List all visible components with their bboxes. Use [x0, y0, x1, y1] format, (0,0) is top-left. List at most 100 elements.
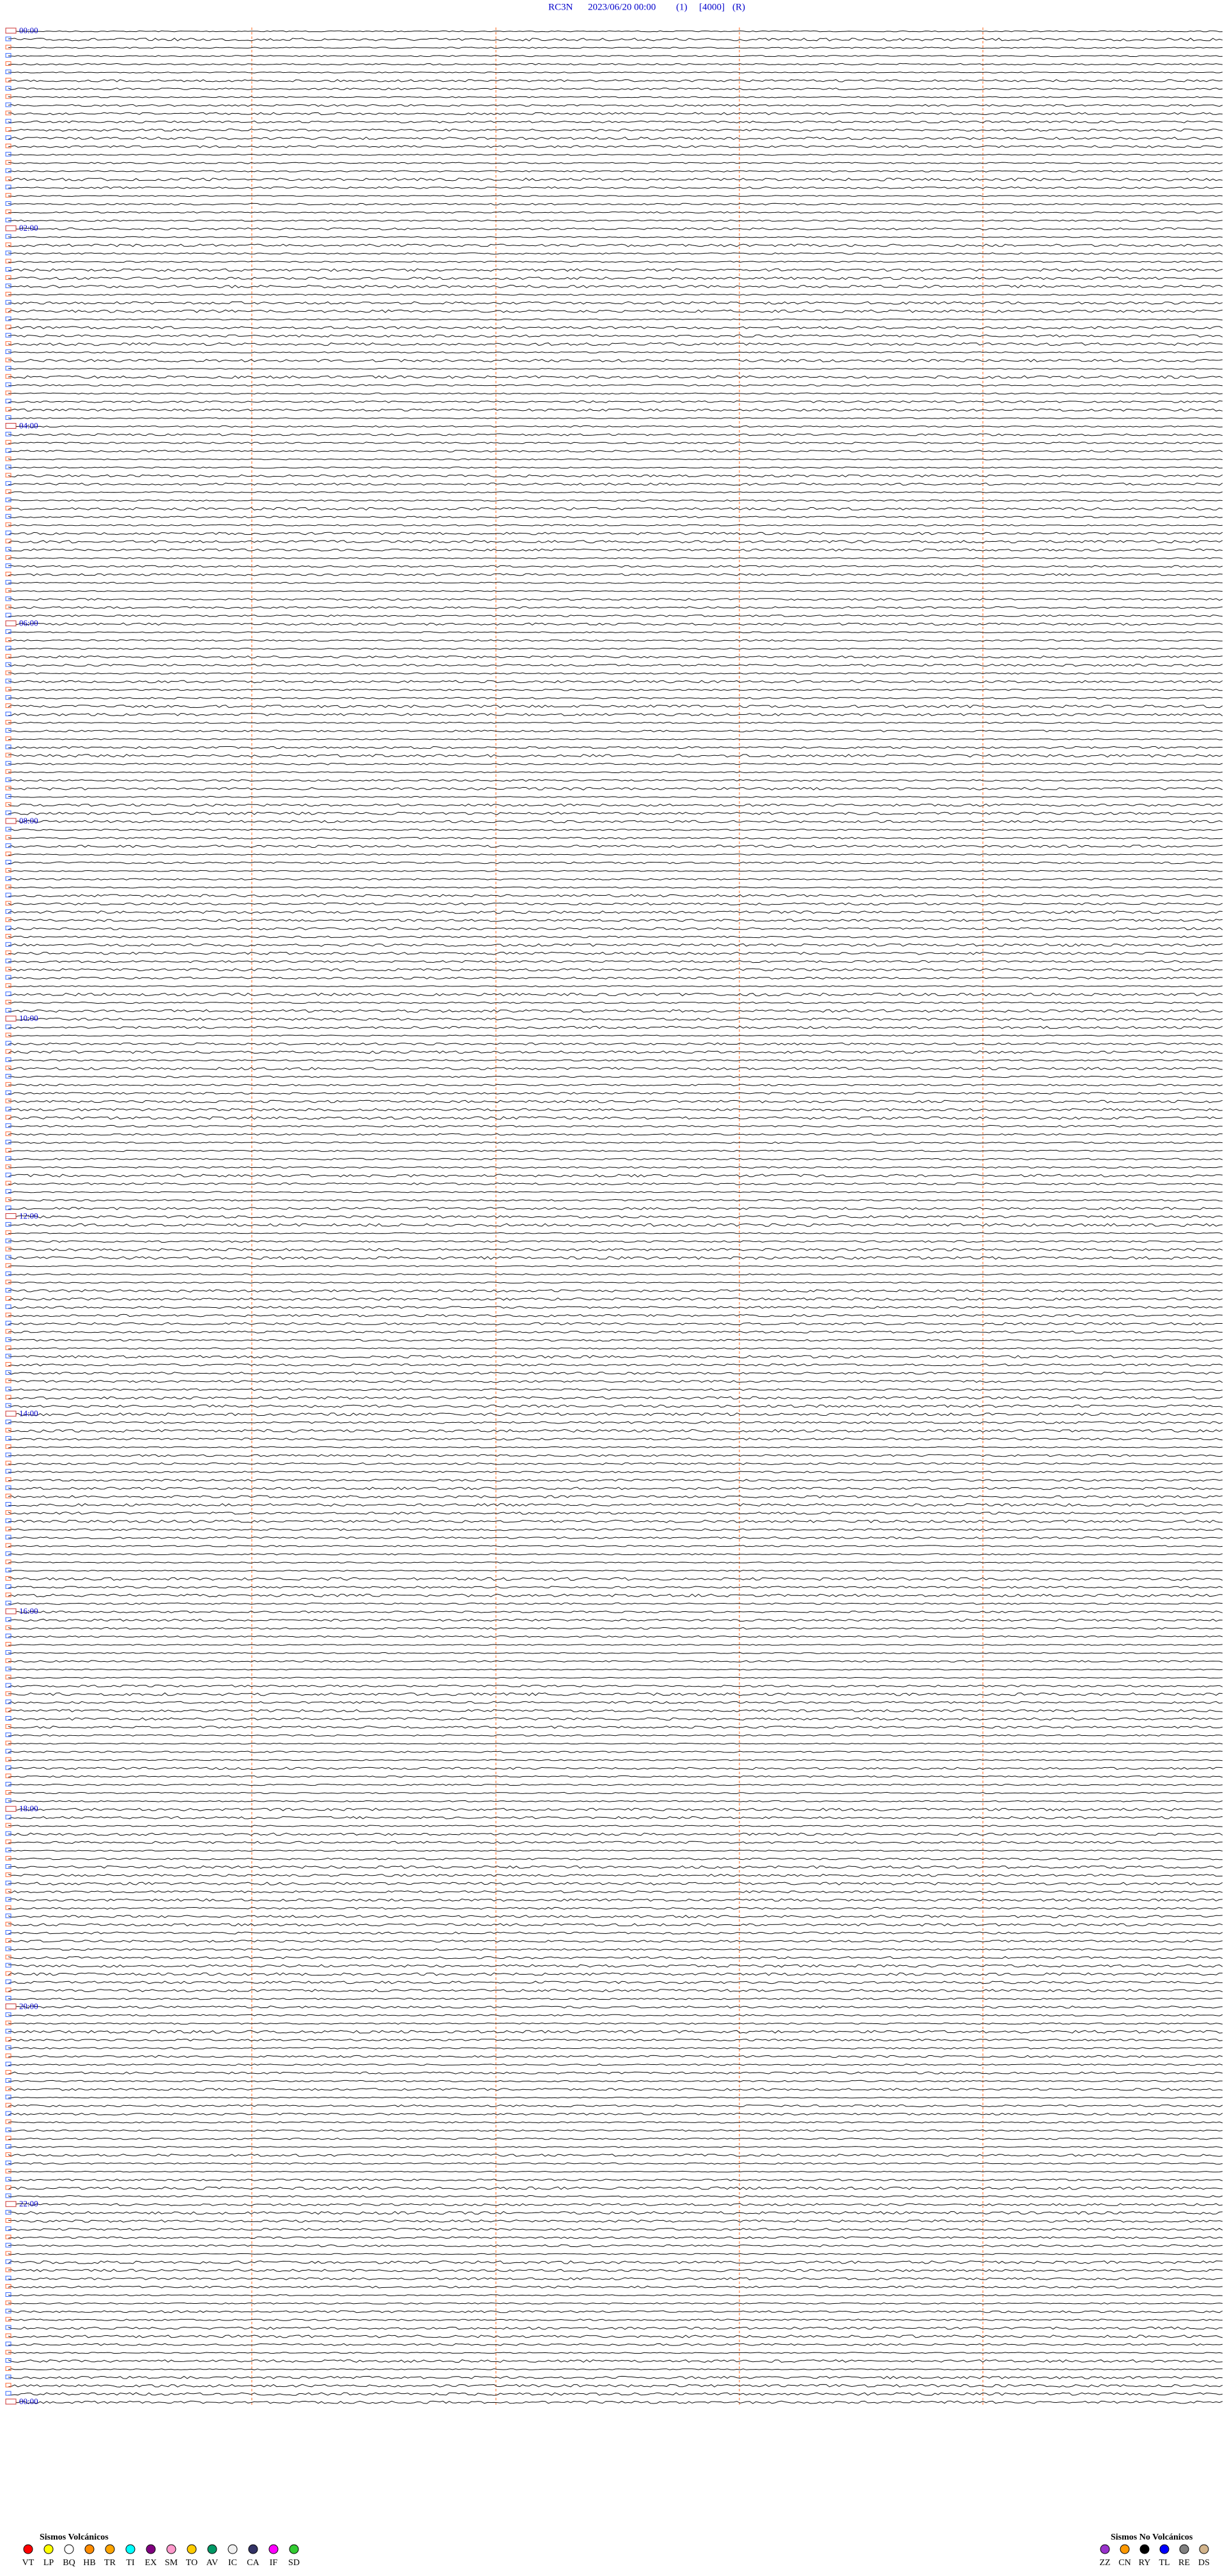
trace — [8, 854, 1223, 855]
row-tag — [5, 275, 12, 280]
trace — [8, 811, 1223, 815]
trace — [8, 1807, 1223, 1811]
row-tag — [5, 1222, 12, 1227]
trace — [8, 1354, 1223, 1359]
row-tag — [5, 53, 12, 58]
row-tag — [5, 291, 12, 296]
row-tag — [5, 613, 12, 618]
hour-box — [5, 225, 17, 231]
row-tag — [5, 1024, 12, 1029]
trace — [8, 598, 1223, 601]
row-tag — [5, 1889, 12, 1894]
header: RC3N 2023/06/20 00:00 (1) [4000] (R) — [548, 2, 745, 12]
legend-marker — [1159, 2544, 1169, 2554]
trace — [8, 2352, 1223, 2354]
legend-marker — [64, 2544, 74, 2554]
trace — [8, 2368, 1223, 2370]
row-tag — [5, 909, 12, 914]
trace — [8, 1084, 1223, 1087]
trace — [8, 2064, 1223, 2066]
row-tag — [5, 1246, 12, 1252]
row-tag — [5, 1140, 12, 1145]
row-tag — [5, 2128, 12, 2133]
row-tag — [5, 1073, 12, 1078]
row-tag — [5, 1263, 12, 1268]
hour-box — [5, 620, 17, 627]
row-tag — [5, 61, 12, 66]
trace — [8, 2384, 1223, 2388]
row-tag — [5, 2070, 12, 2075]
row-tag — [5, 917, 12, 923]
row-tag — [5, 1954, 12, 1959]
trace — [8, 1906, 1223, 1910]
trace — [8, 1487, 1223, 1491]
trace — [8, 1652, 1223, 1654]
row-tag — [5, 489, 12, 494]
row-tag — [5, 1831, 12, 1836]
trace — [8, 2162, 1223, 2165]
row-tag — [5, 2210, 12, 2215]
row-tag — [5, 884, 12, 889]
row-tag — [5, 579, 12, 585]
row-tag — [5, 176, 12, 181]
row-tag — [5, 111, 12, 116]
legend-label: VT — [22, 2558, 35, 2568]
row-tag — [5, 2160, 12, 2165]
row-tag — [5, 464, 12, 470]
row-tag — [5, 1568, 12, 1573]
row-tag — [5, 2300, 12, 2305]
trace — [8, 30, 1223, 33]
hour-box — [5, 423, 17, 429]
trace — [8, 1421, 1223, 1424]
trace — [8, 2096, 1223, 2099]
trace — [8, 1322, 1223, 1326]
row-tag — [5, 1510, 12, 1515]
legend-label: DS — [1198, 2558, 1210, 2568]
trace — [8, 1618, 1223, 1622]
row-tag — [5, 1238, 12, 1243]
row-tag — [5, 2193, 12, 2198]
legend-marker — [1179, 2544, 1189, 2554]
trace — [8, 2055, 1223, 2058]
row-tag — [5, 2308, 12, 2313]
legend-marker — [125, 2544, 135, 2554]
trace — [8, 1025, 1223, 1029]
trace — [8, 870, 1223, 872]
trace — [8, 1593, 1223, 1597]
row-tag — [5, 1041, 12, 1046]
trace — [8, 1372, 1223, 1375]
trace — [8, 1825, 1223, 1827]
trace — [8, 1413, 1223, 1416]
row-tag — [5, 168, 12, 173]
row-tag — [5, 719, 12, 724]
row-tag — [5, 1716, 12, 1721]
row-tag — [5, 2086, 12, 2091]
hour-box — [5, 27, 17, 34]
trace — [8, 1684, 1223, 1688]
trace — [8, 2277, 1223, 2281]
legend-marker — [146, 2544, 156, 2554]
trace — [8, 1256, 1223, 1260]
trace — [8, 2022, 1223, 2025]
trace — [8, 2253, 1223, 2255]
hour-box — [5, 1608, 17, 1614]
row-tag — [5, 1354, 12, 1359]
row-tag — [5, 893, 12, 898]
row-tag — [5, 1814, 12, 1820]
row-tag — [5, 868, 12, 873]
row-tag — [5, 1551, 12, 1556]
legend-marker — [105, 2544, 115, 2554]
row-tag — [5, 1691, 12, 1696]
trace — [8, 466, 1223, 469]
legend-marker — [268, 2544, 279, 2554]
trace — [8, 935, 1223, 939]
trace — [8, 951, 1223, 955]
row-tag — [5, 341, 12, 346]
row-tag — [5, 1790, 12, 1795]
trace — [8, 985, 1223, 988]
trace — [8, 1232, 1223, 1234]
row-tag — [5, 1584, 12, 1589]
row-tag — [5, 1477, 12, 1482]
trace — [8, 1816, 1223, 1820]
trace — [8, 1841, 1223, 1844]
